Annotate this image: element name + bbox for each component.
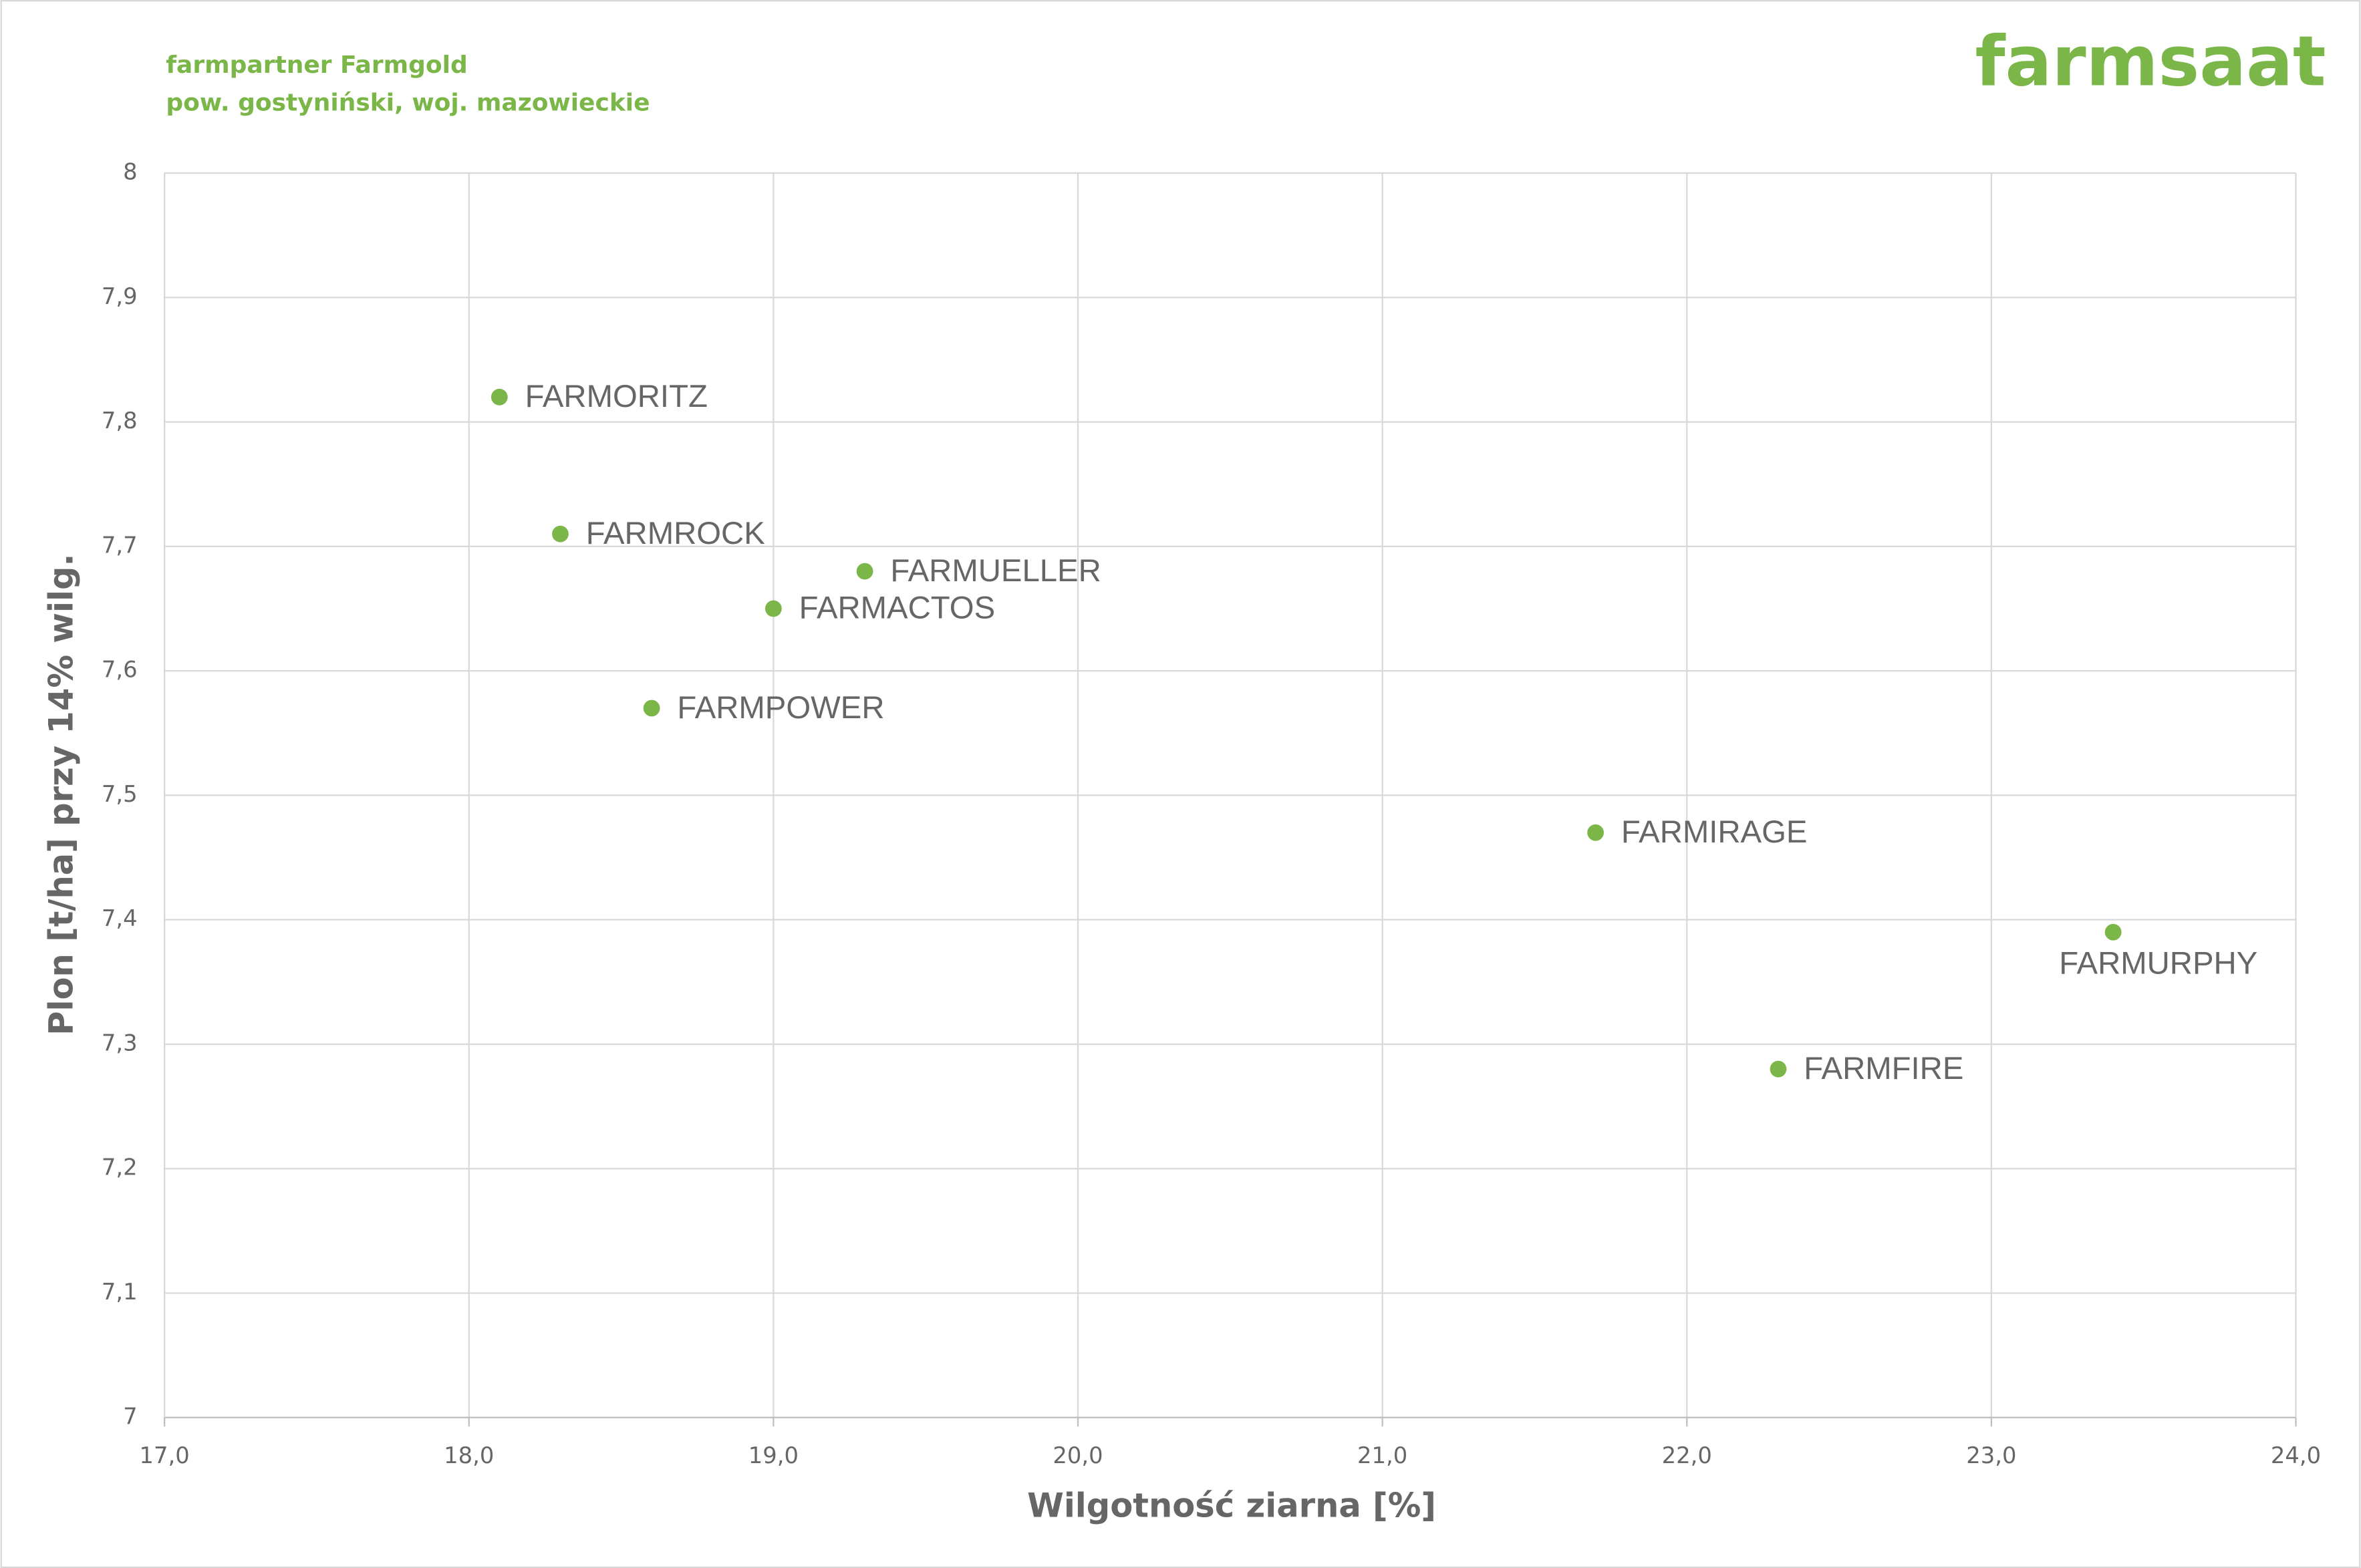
y-tick-label: 7,5 — [102, 781, 138, 807]
x-tick-label: 23,0 — [1966, 1442, 2016, 1468]
y-axis-label: Plon [t/ha] przy 14% wilg. — [42, 554, 81, 1036]
point-label: FARMROCK — [586, 516, 765, 551]
x-tick-label: 17,0 — [140, 1442, 190, 1468]
point-label: FARMUELLER — [890, 553, 1101, 589]
point — [1770, 1060, 1787, 1078]
y-tick-label: 7,2 — [102, 1154, 138, 1181]
chart-title: farmpartner Farmgold — [166, 51, 467, 79]
point-label: FARMORITZ — [525, 379, 708, 414]
point-label: FARMURPHY — [2059, 945, 2257, 981]
point-label: FARMPOWER — [677, 690, 884, 726]
x-tick-label: 19,0 — [748, 1442, 799, 1468]
x-tick-label: 24,0 — [2271, 1442, 2321, 1468]
point — [1587, 824, 1604, 841]
point — [2104, 923, 2122, 941]
y-tick-label: 7 — [123, 1403, 137, 1429]
point — [765, 600, 782, 617]
x-tick-label: 18,0 — [444, 1442, 494, 1468]
point — [552, 525, 569, 542]
x-axis-label: Wilgotność ziarna [%] — [1027, 1486, 1436, 1525]
x-tick-label: 22,0 — [1662, 1442, 1712, 1468]
brand-logo: farmsaat — [1975, 21, 2326, 102]
y-tick-label: 7,8 — [102, 408, 138, 434]
point-label: FARMACTOS — [799, 591, 995, 626]
x-tick-label: 21,0 — [1357, 1442, 1407, 1468]
y-tick-label: 7,7 — [102, 532, 138, 558]
point-label: FARMIRAGE — [1621, 814, 1808, 850]
y-tick-label: 7,4 — [102, 905, 138, 931]
y-tick-label: 7,6 — [102, 657, 138, 683]
y-tick-label: 7,3 — [102, 1030, 138, 1056]
y-tick-label: 8 — [123, 159, 137, 185]
point — [856, 563, 873, 580]
y-tick-label: 7,1 — [102, 1279, 138, 1305]
y-tick-label: 7,9 — [102, 283, 138, 309]
x-tick-label: 20,0 — [1053, 1442, 1103, 1468]
point — [491, 388, 508, 406]
point-label: FARMFIRE — [1804, 1051, 1963, 1086]
point — [643, 699, 660, 717]
chart-subtitle: pow. gostyniński, woj. mazowieckie — [166, 89, 650, 116]
